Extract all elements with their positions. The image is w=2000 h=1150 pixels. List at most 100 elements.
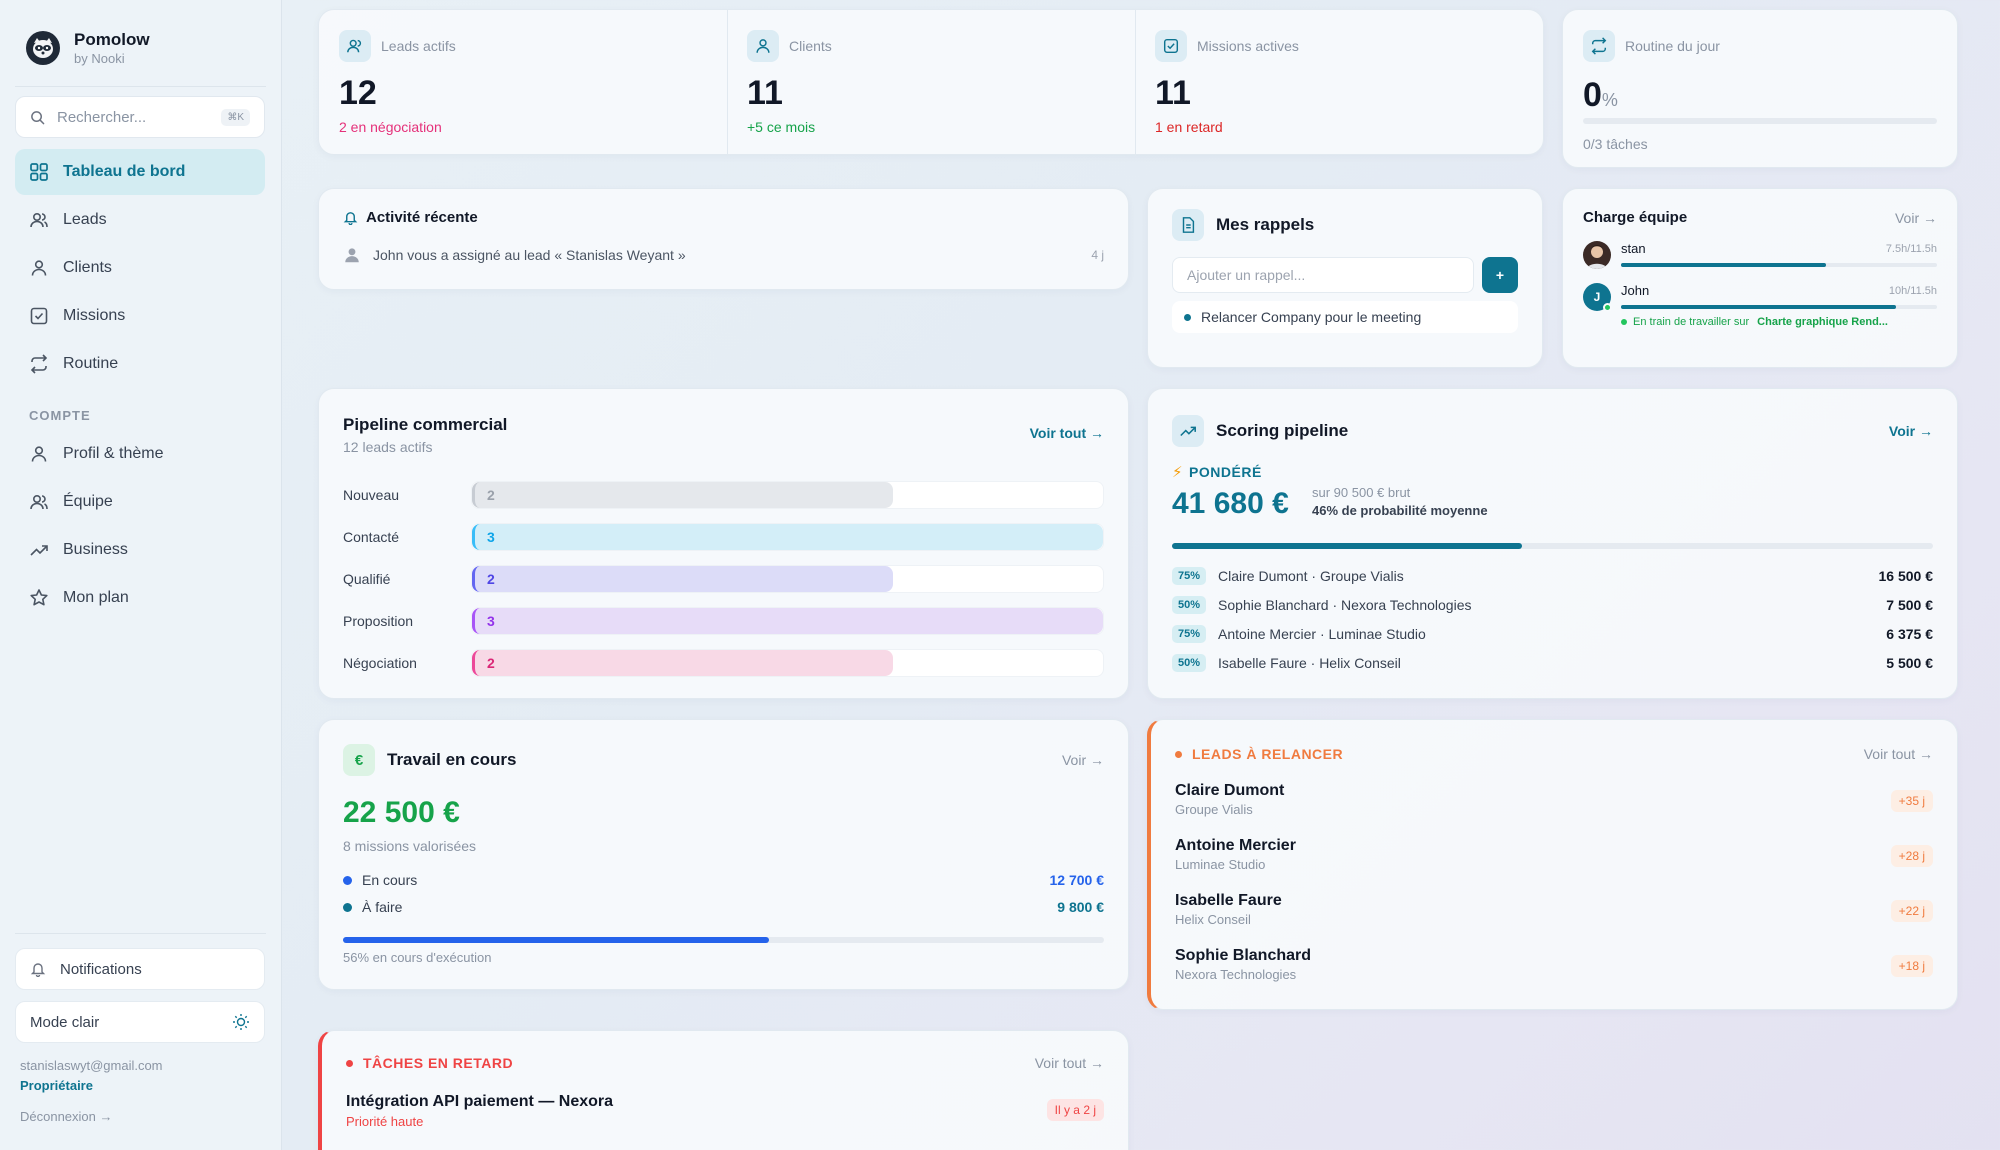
nav-item-missions[interactable]: Missions	[15, 293, 265, 339]
late-tasks-card: TÂCHES EN RETARD Voir tout → Intégration…	[318, 1030, 1129, 1150]
check-square-icon	[30, 307, 48, 325]
scoring-card: Scoring pipeline Voir → ⚡ PONDÉRÉ 41 680…	[1147, 388, 1958, 699]
search-input[interactable]: Rechercher... ⌘K	[15, 96, 265, 138]
work-view-link[interactable]: Voir →	[1061, 752, 1104, 768]
nav-item-business[interactable]: Business	[15, 527, 265, 573]
kpi-missions[interactable]: Missions actives 11 1 en retard	[1135, 10, 1543, 156]
team-member-john[interactable]: J John 10h/11.5h	[1583, 283, 1937, 313]
probability-badge: 50%	[1172, 596, 1207, 614]
work-row-value: 12 700 €	[1049, 872, 1105, 888]
status-dot-icon	[346, 1059, 353, 1067]
scoring-row-label: Antoine Mercier · Luminae Studio	[1218, 626, 1426, 642]
nav-label: Équipe	[63, 493, 113, 510]
work-sub: 8 missions valorisées	[343, 838, 477, 854]
scoring-row[interactable]: 75% Antoine Mercier · Luminae Studio 6 3…	[1172, 622, 1933, 646]
reminder-input[interactable]: Ajouter un rappel...	[1172, 257, 1474, 293]
delay-badge: +18 j	[1890, 955, 1933, 977]
nav-item-dashboard[interactable]: Tableau de bord	[15, 149, 265, 195]
theme-toggle[interactable]: Mode clair	[15, 1001, 265, 1043]
sidebar: Pomolow by Nooki Rechercher... ⌘K Tablea…	[0, 0, 282, 1150]
nav-item-routine[interactable]: Routine	[15, 341, 265, 387]
logout-link[interactable]: Déconnexion →	[20, 1109, 113, 1124]
scoring-view-link[interactable]: Voir →	[1888, 423, 1933, 439]
pipeline-card: Pipeline commercial 12 leads actifs Voir…	[318, 388, 1129, 699]
scoring-gross: sur 90 500 € brut	[1312, 485, 1411, 500]
stage-label: Négociation	[343, 655, 417, 671]
lead-item[interactable]: Antoine Mercier Luminae Studio +28 j	[1175, 837, 1933, 881]
scoring-row-value: 5 500 €	[1886, 655, 1933, 671]
user-icon	[345, 248, 359, 263]
stage-label: Qualifié	[343, 571, 391, 587]
stage-bar-fill: 3	[472, 608, 1103, 634]
add-reminder-button[interactable]: +	[1482, 257, 1518, 293]
reminder-text: Relancer Company pour le meeting	[1201, 309, 1422, 325]
relaunch-view-all-link[interactable]: Voir tout →	[1863, 746, 1933, 762]
check-square-icon	[1155, 30, 1187, 62]
work-row-label: À faire	[362, 899, 403, 915]
kpi-value: 12	[339, 74, 377, 112]
activity-item[interactable]: John vous a assigné au lead « Stanislas …	[343, 246, 1104, 264]
search-placeholder: Rechercher...	[57, 108, 147, 126]
nav-item-clients[interactable]: Clients	[15, 245, 265, 291]
star-icon	[30, 589, 48, 606]
routine-card[interactable]: Routine du jour 0% 0/3 tâches	[1562, 9, 1958, 168]
reminder-item[interactable]: Relancer Company pour le meeting	[1172, 301, 1518, 333]
pipeline-view-all-link[interactable]: Voir tout →	[1029, 425, 1104, 441]
stage-bar-fill: 2	[472, 566, 893, 592]
scoring-row[interactable]: 75% Claire Dumont · Groupe Vialis 16 500…	[1172, 564, 1933, 588]
scoring-progress	[1172, 543, 1933, 549]
euro-icon: €	[343, 744, 375, 776]
late-view-all-link[interactable]: Voir tout →	[1034, 1055, 1104, 1071]
stage-bar-track: 2	[471, 481, 1104, 509]
online-dot-icon	[1603, 303, 1612, 312]
scoring-probability: 46% de probabilité moyenne	[1312, 503, 1488, 518]
working-task[interactable]: Charte graphique Rend...	[1757, 316, 1888, 328]
nav-item-team[interactable]: Équipe	[15, 479, 265, 525]
scoring-row[interactable]: 50% Isabelle Faure · Helix Conseil 5 500…	[1172, 651, 1933, 675]
lightning-icon: ⚡	[1172, 464, 1184, 481]
user-icon	[31, 446, 47, 462]
team-view-link[interactable]: Voir →	[1894, 209, 1937, 226]
account-nav: Profil & thème Équipe Business Mon plan	[15, 431, 265, 623]
kpi-sub: 2 en négociation	[339, 119, 442, 135]
work-row[interactable]: À faire 9 800 €	[343, 899, 1104, 915]
pipeline-stage-row[interactable]: Nouveau 2	[343, 481, 1104, 509]
routine-progress	[1583, 118, 1937, 124]
pipeline-stage-row[interactable]: Qualifié 2	[343, 565, 1104, 593]
probability-badge: 50%	[1172, 654, 1207, 672]
late-task-item[interactable]: Intégration API paiement — Nexora Priori…	[346, 1093, 1104, 1129]
routine-label: Routine du jour	[1625, 38, 1720, 54]
nav-item-plan[interactable]: Mon plan	[15, 575, 265, 621]
member-load-bar	[1621, 305, 1937, 309]
delay-badge: +35 j	[1890, 790, 1933, 812]
notifications-button[interactable]: Notifications	[15, 948, 265, 990]
kpi-leads[interactable]: Leads actifs 12 2 en négociation	[319, 10, 727, 156]
probability-badge: 75%	[1172, 625, 1207, 643]
work-row[interactable]: En cours 12 700 €	[343, 872, 1104, 888]
pipeline-stage-row[interactable]: Contacté 3	[343, 523, 1104, 551]
late-title: TÂCHES EN RETARD	[363, 1055, 514, 1071]
scoring-row-label: Sophie Blanchard · Nexora Technologies	[1218, 597, 1472, 613]
brand[interactable]: Pomolow by Nooki	[26, 30, 150, 66]
lead-item[interactable]: Claire Dumont Groupe Vialis +35 j	[1175, 782, 1933, 826]
avatar	[1583, 241, 1611, 269]
divider	[1135, 10, 1136, 156]
nav-item-leads[interactable]: Leads	[15, 197, 265, 243]
team-member-stan[interactable]: stan 7.5h/11.5h	[1583, 241, 1937, 271]
trending-up-icon	[30, 545, 48, 556]
kpi-clients[interactable]: Clients 11 +5 ce mois	[727, 10, 1135, 156]
lead-item[interactable]: Sophie Blanchard Nexora Technologies +18…	[1175, 947, 1933, 991]
scoring-value: 41 680 €	[1172, 487, 1289, 520]
lead-company: Nexora Technologies	[1175, 967, 1297, 982]
lead-company: Helix Conseil	[1175, 912, 1251, 927]
pipeline-stage-row[interactable]: Proposition 3	[343, 607, 1104, 635]
scoring-row[interactable]: 50% Sophie Blanchard · Nexora Technologi…	[1172, 593, 1933, 617]
kpi-value: 11	[1155, 74, 1191, 112]
task-priority: Priorité haute	[346, 1114, 424, 1129]
nav-item-profile[interactable]: Profil & thème	[15, 431, 265, 477]
lead-item[interactable]: Isabelle Faure Helix Conseil +22 j	[1175, 892, 1933, 936]
status-dot-icon	[1621, 319, 1627, 325]
pipeline-stage-row[interactable]: Négociation 2	[343, 649, 1104, 677]
delay-badge: Il y a 2 j	[1046, 1099, 1104, 1121]
grid-icon	[30, 163, 48, 181]
